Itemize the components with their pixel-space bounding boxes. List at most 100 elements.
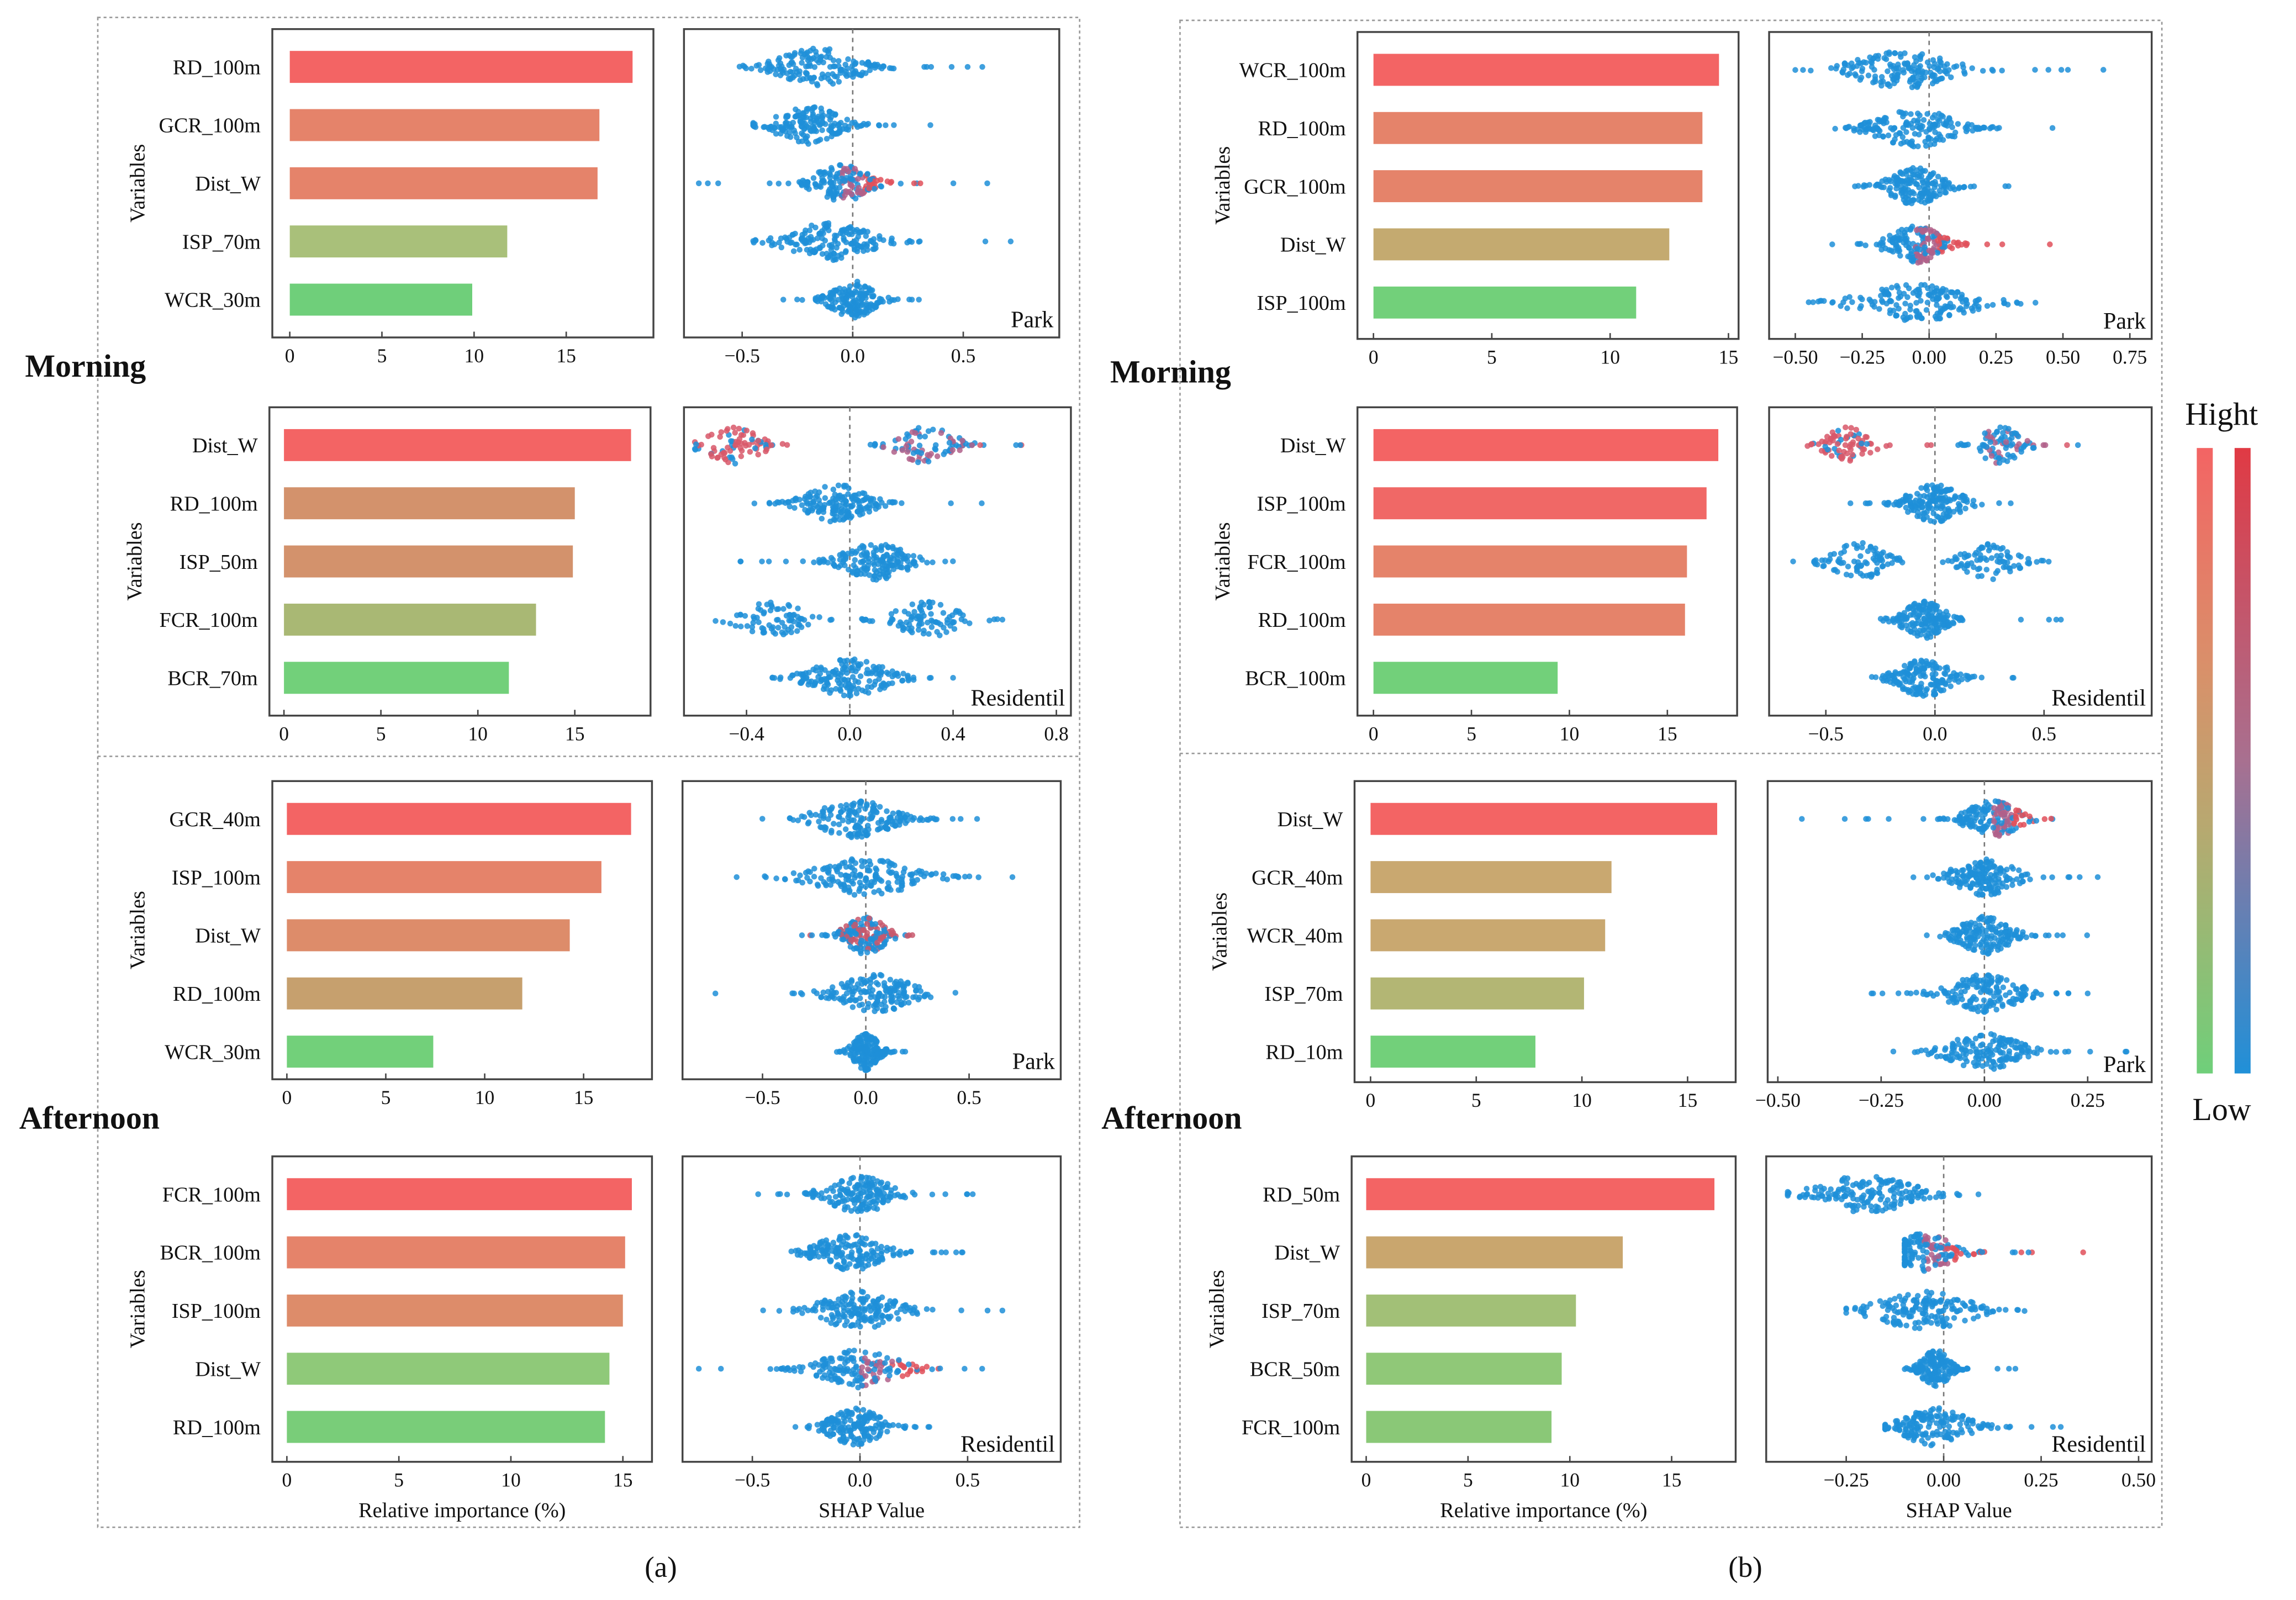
shap-point bbox=[868, 497, 874, 503]
shap-point bbox=[949, 816, 956, 822]
shap-point bbox=[1896, 555, 1903, 561]
shap-point bbox=[904, 933, 911, 939]
shap-point bbox=[2017, 565, 2024, 571]
shap-point bbox=[867, 1242, 874, 1248]
shap-point bbox=[828, 126, 834, 132]
shap-point bbox=[804, 875, 810, 881]
shap-point bbox=[1853, 426, 1860, 433]
shap-point bbox=[933, 816, 940, 822]
shap-point bbox=[801, 617, 807, 623]
shap-point bbox=[899, 500, 905, 506]
shap-point bbox=[873, 980, 880, 986]
shap-point bbox=[811, 559, 817, 566]
shap-point bbox=[785, 602, 791, 608]
shap-point bbox=[2100, 67, 2107, 73]
shap-point bbox=[844, 117, 851, 123]
bar-x-tick-label: 0 bbox=[279, 723, 289, 745]
shap-point bbox=[1873, 241, 1880, 247]
shap-swarm-row bbox=[712, 971, 959, 1015]
shap-point bbox=[917, 238, 923, 245]
importance-bar bbox=[1373, 170, 1703, 203]
shap-point bbox=[1860, 540, 1866, 546]
shap-point bbox=[880, 1422, 886, 1428]
shap-point bbox=[774, 617, 780, 623]
shap-point bbox=[915, 996, 921, 1003]
shap-point bbox=[831, 990, 837, 996]
shap-point bbox=[1874, 559, 1880, 566]
shap-point bbox=[851, 1370, 858, 1376]
shap-point bbox=[858, 1425, 864, 1431]
shap-swarm-row bbox=[1804, 424, 2081, 466]
shap-point bbox=[853, 71, 860, 77]
shap-point bbox=[885, 858, 891, 864]
shap-point bbox=[803, 114, 809, 121]
shap-point bbox=[1895, 61, 1901, 67]
shap-point bbox=[1917, 112, 1923, 119]
shap-point bbox=[911, 880, 917, 886]
shap-point bbox=[1907, 175, 1913, 181]
shap-point bbox=[825, 869, 831, 875]
shap-point bbox=[916, 297, 922, 303]
shap-point bbox=[889, 668, 896, 674]
shap-point bbox=[855, 176, 861, 182]
shap-point bbox=[815, 674, 821, 680]
shap-point bbox=[880, 1319, 886, 1326]
shap-point bbox=[812, 49, 819, 55]
variable-label: WCR_30m bbox=[165, 1041, 261, 1064]
shap-x-tick-label: 0.4 bbox=[941, 723, 965, 745]
shap-point bbox=[2033, 299, 2039, 306]
shap-point bbox=[841, 286, 847, 292]
shap-point bbox=[792, 230, 798, 237]
shap-point bbox=[2011, 563, 2017, 569]
shap-point bbox=[890, 240, 897, 247]
importance-bar bbox=[287, 1353, 610, 1385]
shap-point bbox=[1861, 182, 1867, 188]
shap-point bbox=[837, 1049, 843, 1055]
shap-point bbox=[1854, 543, 1860, 549]
shap-point bbox=[1927, 173, 1933, 180]
importance-bar bbox=[289, 283, 472, 316]
shap-point bbox=[824, 255, 831, 261]
shap-point bbox=[815, 883, 821, 889]
shap-point bbox=[902, 1302, 909, 1308]
shap-point bbox=[1888, 247, 1894, 254]
shap-point bbox=[849, 802, 855, 808]
shap-point bbox=[1981, 555, 1988, 562]
shap-point bbox=[886, 868, 892, 875]
shap-point bbox=[783, 119, 790, 126]
shap-point bbox=[867, 868, 873, 874]
shap-point bbox=[763, 448, 769, 455]
shap-point bbox=[1961, 551, 1968, 557]
shap-point bbox=[784, 113, 791, 120]
shap-point bbox=[800, 558, 806, 564]
shap-point bbox=[799, 1310, 805, 1316]
shap-point bbox=[872, 948, 878, 954]
shap-point bbox=[1871, 67, 1877, 73]
shap-point bbox=[1873, 53, 1879, 59]
shap-point bbox=[835, 1313, 841, 1319]
shap-point bbox=[874, 503, 880, 509]
shap-point bbox=[966, 873, 973, 880]
shap-point bbox=[867, 1036, 874, 1042]
shap-point bbox=[890, 1252, 896, 1259]
shap-point bbox=[865, 1261, 872, 1268]
shap-point bbox=[1987, 439, 1993, 445]
shap-point bbox=[1928, 229, 1934, 235]
shap-point bbox=[1944, 294, 1950, 300]
shap-point bbox=[848, 1176, 854, 1182]
shap-point bbox=[878, 543, 885, 549]
shap-point bbox=[953, 1249, 959, 1255]
shap-point bbox=[1857, 294, 1864, 301]
shap-point bbox=[969, 1191, 976, 1197]
shap-point bbox=[917, 180, 923, 187]
shap-point bbox=[821, 1253, 827, 1259]
variable-label: Dist_W bbox=[195, 925, 261, 948]
shap-point bbox=[807, 1361, 814, 1368]
shap-point bbox=[882, 503, 889, 509]
shap-point bbox=[863, 1252, 870, 1258]
site-label: Park bbox=[1012, 1049, 1055, 1075]
shap-point bbox=[1906, 285, 1912, 292]
shap-point bbox=[911, 815, 917, 821]
shap-point bbox=[959, 1249, 965, 1255]
shap-point bbox=[1903, 504, 1909, 511]
